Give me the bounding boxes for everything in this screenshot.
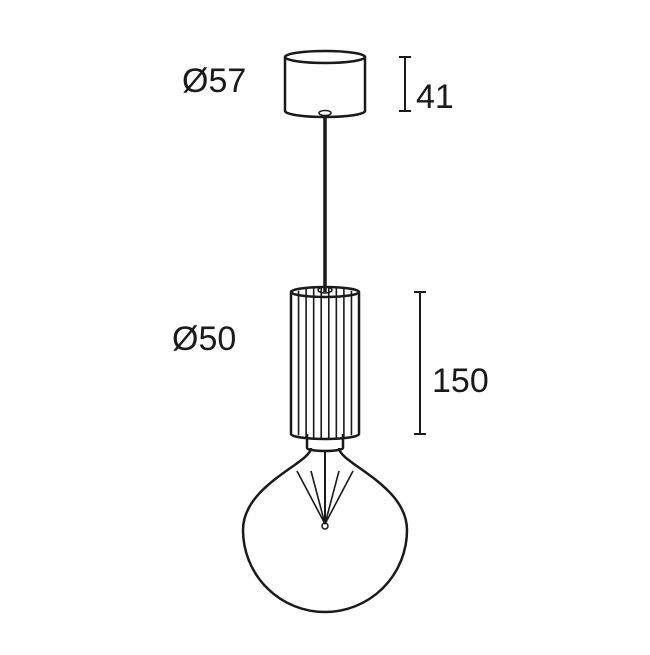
label-socket-height: 150: [432, 362, 489, 401]
label-canopy-diameter: Ø57: [182, 62, 246, 101]
pendant-lamp-diagram: [0, 0, 650, 650]
label-socket-diameter: Ø50: [172, 320, 236, 359]
label-canopy-height: 41: [416, 78, 454, 117]
